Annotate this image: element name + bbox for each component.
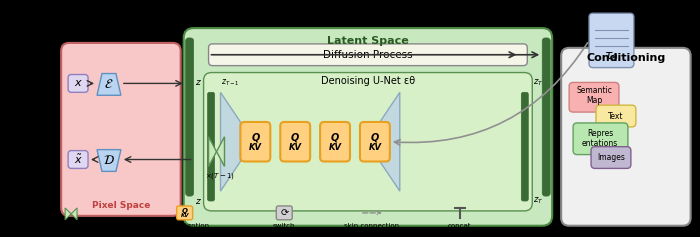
FancyBboxPatch shape <box>68 74 88 92</box>
FancyBboxPatch shape <box>561 48 691 226</box>
Text: crossattention: crossattention <box>160 223 210 229</box>
Text: Semantic
Map: Semantic Map <box>576 86 612 105</box>
FancyBboxPatch shape <box>68 151 88 169</box>
Text: concat: concat <box>448 223 471 229</box>
Polygon shape <box>97 73 121 95</box>
Text: $z_T$: $z_T$ <box>533 77 543 88</box>
Polygon shape <box>97 150 121 171</box>
Text: Pixel Space: Pixel Space <box>92 201 150 210</box>
Text: Q: Q <box>251 133 260 143</box>
Text: $\mathcal{D}$: $\mathcal{D}$ <box>103 154 115 167</box>
Text: Denoising U-Net εθ: Denoising U-Net εθ <box>321 77 415 87</box>
Text: denoising step: denoising step <box>46 223 97 229</box>
Polygon shape <box>216 137 225 166</box>
FancyBboxPatch shape <box>596 105 636 127</box>
Polygon shape <box>220 92 240 191</box>
Text: Latent Space: Latent Space <box>327 36 409 46</box>
FancyBboxPatch shape <box>204 73 532 211</box>
Text: z: z <box>195 196 200 205</box>
FancyBboxPatch shape <box>61 43 181 216</box>
Text: Repres
entations: Repres entations <box>582 129 618 148</box>
FancyBboxPatch shape <box>176 206 193 220</box>
Polygon shape <box>65 208 71 220</box>
FancyBboxPatch shape <box>208 92 214 201</box>
Text: KV: KV <box>181 213 189 218</box>
FancyBboxPatch shape <box>360 122 390 161</box>
Text: Text: Text <box>608 112 624 121</box>
Text: Q: Q <box>291 133 300 143</box>
Text: Conditioning: Conditioning <box>587 53 666 63</box>
FancyBboxPatch shape <box>209 44 527 66</box>
Text: Q: Q <box>331 133 340 143</box>
FancyBboxPatch shape <box>522 92 528 201</box>
Text: KV: KV <box>249 143 262 152</box>
Text: z: z <box>195 78 200 87</box>
FancyBboxPatch shape <box>280 122 310 161</box>
Text: Diffusion Process: Diffusion Process <box>323 50 413 60</box>
FancyBboxPatch shape <box>569 82 619 112</box>
Text: Images: Images <box>597 153 625 162</box>
Text: $\mathcal{E}$: $\mathcal{E}$ <box>104 78 113 91</box>
FancyBboxPatch shape <box>183 28 552 226</box>
FancyBboxPatch shape <box>589 13 634 68</box>
Text: $z_{T-1}$: $z_{T-1}$ <box>221 77 240 88</box>
Text: Q: Q <box>182 208 188 214</box>
Polygon shape <box>380 92 400 191</box>
FancyBboxPatch shape <box>240 122 270 161</box>
Text: KV: KV <box>328 143 342 152</box>
FancyBboxPatch shape <box>276 206 292 220</box>
Text: $z_T$: $z_T$ <box>533 196 543 206</box>
Text: $x$: $x$ <box>74 78 83 88</box>
Text: $\tau_\theta$: $\tau_\theta$ <box>604 51 619 64</box>
Text: KV: KV <box>288 143 302 152</box>
Polygon shape <box>209 137 216 166</box>
Text: KV: KV <box>368 143 382 152</box>
FancyBboxPatch shape <box>320 122 350 161</box>
Text: $\tilde{x}$: $\tilde{x}$ <box>74 153 83 166</box>
Text: skip connection: skip connection <box>344 223 400 229</box>
Polygon shape <box>71 208 77 220</box>
Text: switch: switch <box>273 223 295 229</box>
Text: Q: Q <box>371 133 379 143</box>
FancyBboxPatch shape <box>186 38 194 196</box>
Text: $\times(T-1)$: $\times(T-1)$ <box>206 171 236 181</box>
Text: ⟳: ⟳ <box>280 208 288 218</box>
FancyBboxPatch shape <box>573 123 628 155</box>
FancyBboxPatch shape <box>542 38 550 196</box>
FancyBboxPatch shape <box>591 147 631 169</box>
